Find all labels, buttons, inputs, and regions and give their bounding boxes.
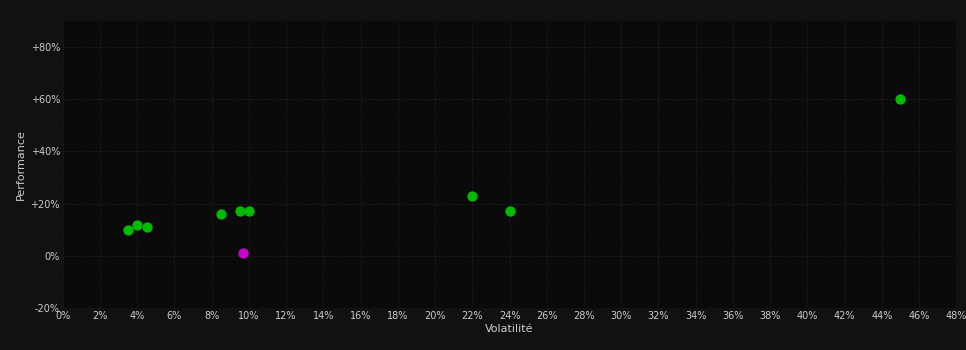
Point — [502, 209, 518, 214]
Point — [236, 250, 251, 256]
Point — [465, 193, 480, 198]
Point — [120, 227, 135, 232]
Point — [139, 224, 155, 230]
Point — [213, 211, 229, 217]
Point — [893, 97, 908, 102]
X-axis label: Volatilité: Volatilité — [485, 323, 534, 334]
Point — [242, 209, 257, 214]
Point — [232, 209, 247, 214]
Point — [129, 222, 145, 227]
Y-axis label: Performance: Performance — [16, 129, 26, 200]
